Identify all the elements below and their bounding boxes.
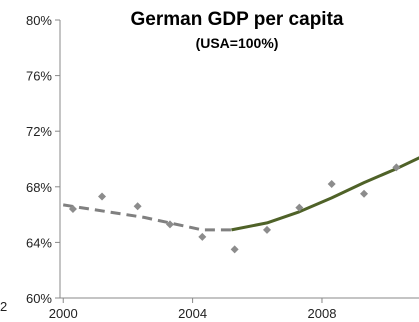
y-tick-label: 80% <box>26 13 52 28</box>
y-tick-label: 68% <box>26 180 52 195</box>
data-point <box>133 202 142 211</box>
y-tick-label: 60% <box>26 291 52 306</box>
stray-label: 2 <box>0 299 7 314</box>
x-tick-label: 2008 <box>308 306 337 321</box>
axes: 60%64%68%72%76%80%20002004200820 <box>26 13 419 321</box>
data-point <box>198 232 207 241</box>
trend-line-solid <box>231 156 419 232</box>
data-point <box>68 205 77 214</box>
chart-title: German GDP per capita <box>131 9 344 30</box>
data-point <box>230 245 239 254</box>
data-point <box>295 203 304 212</box>
y-tick-label: 76% <box>26 69 52 84</box>
data-point <box>392 163 401 172</box>
x-tick-label: 2000 <box>49 306 78 321</box>
trend-line-dashed <box>62 203 235 232</box>
y-tick-label: 72% <box>26 124 52 139</box>
y-tick-label: 64% <box>26 235 52 250</box>
data-point <box>262 225 271 234</box>
chart-subtitle: (USA=100%) <box>196 35 279 51</box>
x-tick-label: 2004 <box>178 306 207 321</box>
marks <box>62 156 419 254</box>
data-point <box>165 220 174 229</box>
data-point <box>327 180 336 189</box>
data-point <box>98 192 107 201</box>
data-point <box>360 189 369 198</box>
